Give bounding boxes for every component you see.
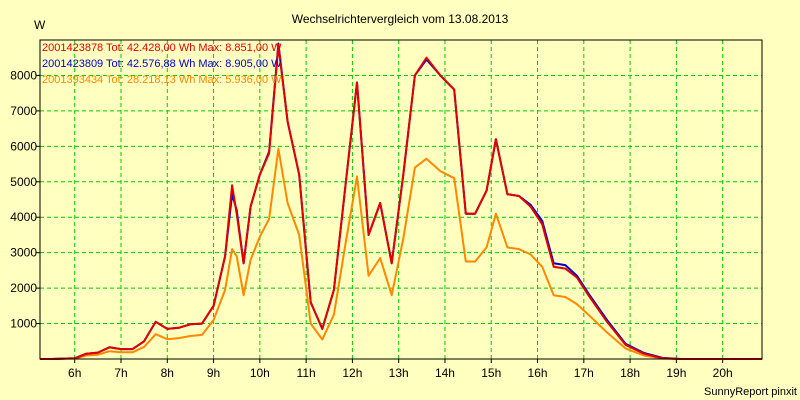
y-tick-label: 3000 <box>10 246 37 260</box>
series-line-3 <box>40 147 762 360</box>
y-tick-label: 5000 <box>10 175 37 189</box>
y-axis-label: W <box>34 18 46 32</box>
y-tick-labels: 1000 2000 3000 4000 5000 6000 7000 8000 <box>10 68 40 331</box>
x-tick-label: 9h <box>207 366 220 380</box>
x-tick-label: 20h <box>713 366 733 380</box>
x-tick-label: 7h <box>114 366 127 380</box>
x-tick-label: 15h <box>481 366 501 380</box>
chart-title: Wechselrichtervergleich vom 13.08.2013 <box>292 12 509 26</box>
x-tick-label: 12h <box>342 366 362 380</box>
x-tick-label: 16h <box>528 366 548 380</box>
x-tick-labels: 6h 7h 8h 9h 10h 11h 12h 13h 14h 15h 16h 17h 18h 19h 20… <box>68 359 733 380</box>
x-tick-label: 10h <box>250 366 270 380</box>
plot-frame <box>39 39 763 360</box>
x-tick-label: 13h <box>389 366 409 380</box>
y-tick-label: 4000 <box>10 210 37 224</box>
legend: 2001423878 Tot: 42.428,00 Wh Max: 8.851,… <box>42 42 282 86</box>
x-tick-label: 19h <box>666 366 686 380</box>
legend-entry-2: 2001423809 Tot: 42.576,88 Wh Max: 8.905,… <box>42 58 282 70</box>
x-tick-label: 11h <box>297 366 316 380</box>
x-tick-label: 8h <box>161 366 174 380</box>
series-line-1 <box>40 44 762 360</box>
y-tick-label: 8000 <box>10 68 37 82</box>
y-tick-label: 1000 <box>10 317 37 331</box>
x-tick-label: 6h <box>68 366 81 380</box>
y-tick-label: 7000 <box>10 104 37 118</box>
legend-entry-3: 2001393434 Tot: 28.218,13 Wh Max: 5.936,… <box>42 74 282 86</box>
x-tick-label: 14h <box>435 366 455 380</box>
y-tick-label: 6000 <box>10 139 37 153</box>
y-tick-label: 2000 <box>10 281 37 295</box>
series-lines <box>40 42 762 360</box>
x-tick-label: 17h <box>574 366 594 380</box>
legend-entry-1: 2001423878 Tot: 42.428,00 Wh Max: 8.851,… <box>42 42 282 54</box>
x-tick-label: 18h <box>620 366 640 380</box>
footer-credit: SunnyReport pinxit <box>704 386 797 398</box>
